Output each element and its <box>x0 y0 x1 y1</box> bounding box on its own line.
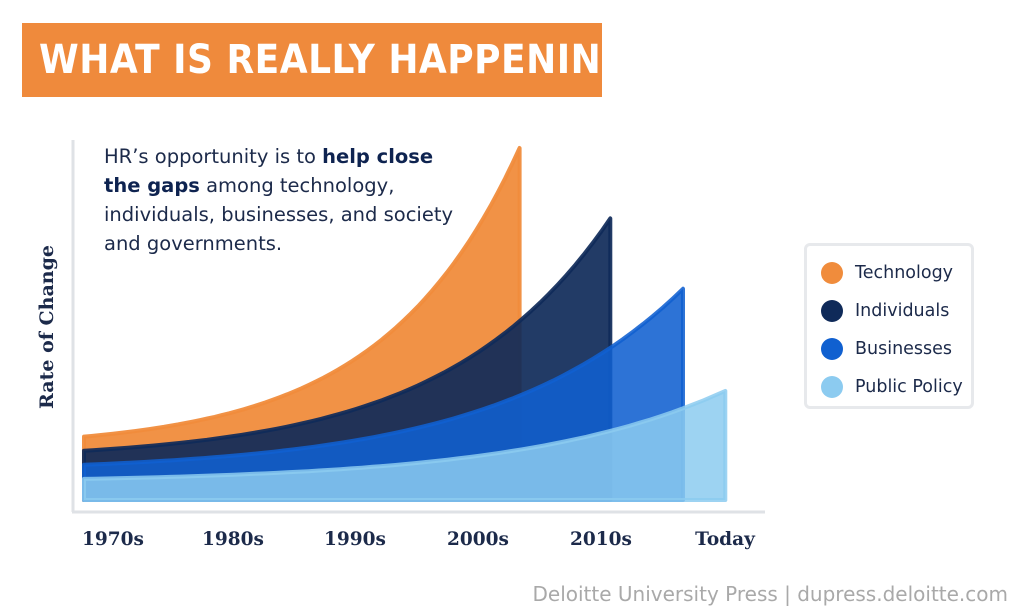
legend-label-technology: Technology <box>855 263 954 283</box>
public-policy-swatch <box>821 376 843 398</box>
title-banner: WHAT IS REALLY HAPPENING? <box>22 23 652 97</box>
legend-label-businesses: Businesses <box>855 339 953 359</box>
x-tick-label: 1980s <box>202 529 264 550</box>
x-tick-label: 2000s <box>447 529 509 550</box>
legend-item-businesses: Businesses <box>821 337 952 361</box>
annotation-text: HR’s opportunity is to help close the ga… <box>104 142 464 258</box>
x-tick-label: 1990s <box>324 529 386 550</box>
y-axis-label: Rate of Change <box>36 245 58 409</box>
page-title: WHAT IS REALLY HAPPENING? <box>39 37 653 83</box>
legend-label-individuals: Individuals <box>855 301 950 321</box>
annotation-bold: help close the gaps <box>104 145 434 197</box>
chart-areas <box>82 146 728 502</box>
x-tick-label: Today <box>695 529 756 550</box>
legend-item-technology: Technology <box>821 261 953 285</box>
legend-item-public-policy: Public Policy <box>821 375 963 399</box>
technology-swatch <box>821 262 843 284</box>
legend-label-public-policy: Public Policy <box>855 377 963 397</box>
footer-credit: Deloitte University Press | dupress.delo… <box>532 582 1009 606</box>
annotation-part1: HR’s opportunity is to <box>104 145 323 168</box>
x-axis-ticks: 1970s 1980s 1990s 2000s 2010s Today <box>82 529 756 550</box>
individuals-swatch <box>821 300 843 322</box>
annotation-part2: among technology, individuals, businesse… <box>104 174 454 255</box>
x-tick-label: 2010s <box>570 529 632 550</box>
public-policy-area <box>82 388 728 502</box>
businesses-swatch <box>821 338 843 360</box>
legend: Technology Individuals Businesses Public… <box>804 243 974 409</box>
x-tick-label: 1970s <box>82 529 144 550</box>
legend-item-individuals: Individuals <box>821 299 949 323</box>
